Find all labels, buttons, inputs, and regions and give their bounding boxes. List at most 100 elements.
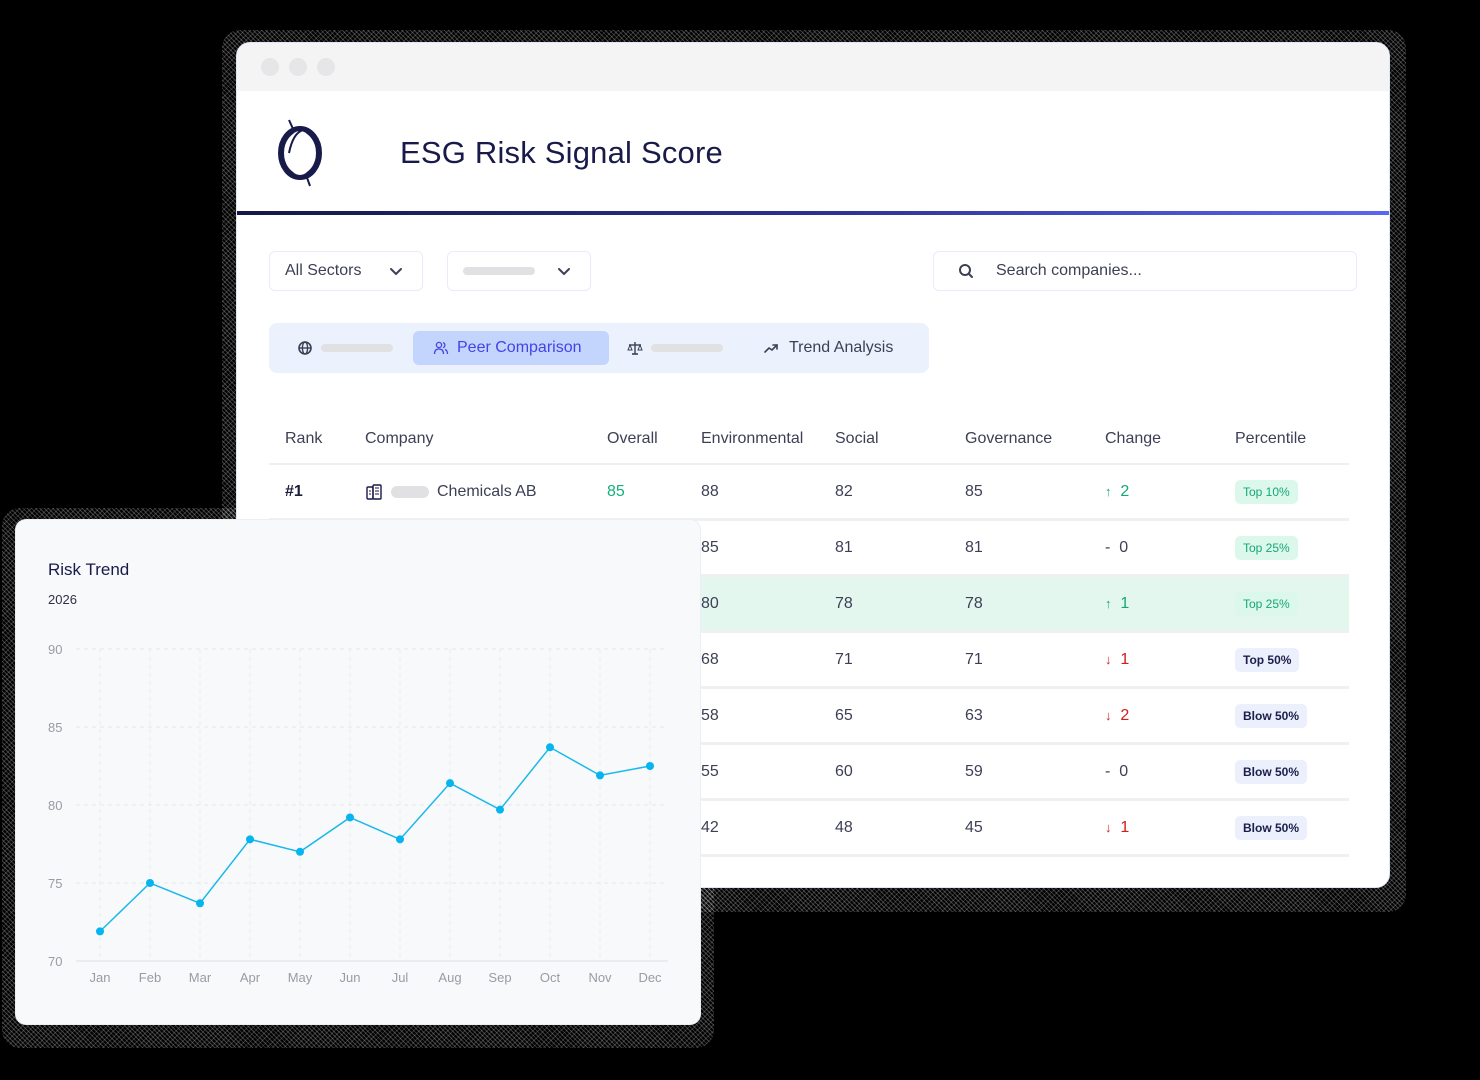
x-tick-label: Jan [90,970,111,985]
search-input[interactable] [996,262,1316,280]
percentile-badge: Top 50% [1235,647,1300,672]
column-header-company[interactable]: Company [365,430,434,447]
cell-overall: 85 [607,482,625,500]
cell-governance: 63 [965,706,983,724]
view-tabs: Peer Comparison Trend Analysis [269,323,929,373]
data-point[interactable] [196,899,204,908]
x-tick-label: Nov [588,970,612,985]
secondary-select[interactable] [447,251,591,291]
percentile-badge: Blow 50% [1235,815,1308,840]
table-row[interactable]: #1 Chemicals AB 85 88 82 85 ↑ 2 Top 10% [269,465,1349,521]
y-tick-label: 70 [48,954,62,969]
change-dash-icon: - [1105,538,1111,556]
window-minimize-dot[interactable] [289,58,307,76]
tab-balance[interactable] [627,331,727,365]
data-point[interactable] [296,847,304,856]
change-arrow-down-icon: ↓ [1105,819,1112,835]
chart-title: Risk Trend [48,560,130,579]
cell-percentile: Top 10% [1235,479,1298,504]
percentile-badge: Blow 50% [1235,759,1308,784]
data-point[interactable] [546,743,554,752]
change-arrow-down-icon: ↓ [1105,651,1112,667]
x-tick-label: Apr [240,970,261,985]
cell-company: Chemicals AB [365,483,537,501]
x-tick-label: Jun [340,970,361,985]
column-header-change[interactable]: Change [1105,430,1162,447]
change-arrow-down-icon: ↓ [1105,707,1112,723]
cell-social: 48 [835,818,853,836]
cell-rank: #1 [285,482,303,500]
tab-label: Peer Comparison [457,339,582,356]
y-tick-label: 75 [48,876,62,891]
cell-change: ↓ 1 [1105,651,1129,669]
data-point[interactable] [246,835,254,844]
table-row[interactable]: 42 48 45 ↓ 1 Blow 50% [269,801,1349,857]
data-point[interactable] [446,779,454,788]
change-value: 1 [1120,818,1130,836]
cell-social: 78 [835,594,853,612]
table-header-row: Rank Company Overall Environmental Socia… [269,415,1349,465]
chart-subtitle: 2026 [48,592,77,607]
x-tick-label: Dec [638,970,662,985]
cell-change: - 0 [1105,763,1128,781]
cell-change: ↑ 1 [1105,595,1129,613]
data-point[interactable] [496,805,504,814]
change-value: 2 [1120,482,1130,500]
column-header-environmental[interactable]: Environmental [701,430,804,447]
cell-governance: 59 [965,762,983,780]
column-header-rank[interactable]: Rank [285,430,323,447]
filter-bar: All Sectors [269,251,1357,291]
column-header-overall[interactable]: Overall [607,430,658,447]
cell-percentile: Top 25% [1235,535,1298,560]
window-maximize-dot[interactable] [317,58,335,76]
change-value: 1 [1120,650,1130,668]
cell-governance: 78 [965,594,983,612]
x-tick-label: Aug [438,970,461,985]
sector-select-value: All Sectors [285,262,362,279]
cell-environmental: 88 [701,482,719,500]
tab-overview[interactable] [297,331,397,365]
cell-change: ↑ 2 [1105,483,1129,501]
table-row[interactable]: 68 71 71 ↓ 1 Top 50% [269,633,1349,689]
table-row[interactable]: 55 60 59 - 0 Blow 50% [269,745,1349,801]
percentile-badge: Blow 50% [1235,703,1308,728]
x-tick-label: Oct [540,970,561,985]
percentile-badge: Top 10% [1235,479,1298,504]
tab-peer-comparison[interactable]: Peer Comparison [413,331,609,365]
x-tick-label: Feb [139,970,161,985]
data-point[interactable] [146,879,154,887]
cell-percentile: Top 50% [1235,647,1300,672]
data-point[interactable] [346,813,354,822]
data-point[interactable] [646,762,654,770]
data-point[interactable] [396,835,404,844]
cell-change: - 0 [1105,539,1128,557]
cell-social: 65 [835,706,853,724]
table-row[interactable]: 58 65 63 ↓ 2 Blow 50% [269,689,1349,745]
search-box[interactable] [933,251,1357,291]
x-tick-label: Sep [488,970,511,985]
percentile-badge: Top 25% [1235,591,1298,616]
change-arrow-up-icon: ↑ [1105,483,1112,499]
page-title: ESG Risk Signal Score [400,135,723,170]
cell-change: ↓ 2 [1105,707,1129,725]
column-header-social[interactable]: Social [835,430,879,447]
x-tick-label: Mar [189,970,212,985]
risk-trend-line [99,746,651,932]
cell-governance: 85 [965,482,983,500]
users-icon [433,341,449,355]
change-dash-icon: - [1105,762,1111,780]
window-close-dot[interactable] [261,58,279,76]
scale-icon [627,342,643,355]
header-divider [237,211,1389,215]
cell-environmental: 85 [701,538,719,556]
y-tick-label: 80 [48,798,62,813]
cell-environmental: 80 [701,594,719,612]
tab-trend-analysis[interactable]: Trend Analysis [763,331,913,365]
table-row[interactable]: 85 81 81 - 0 Top 25% [269,521,1349,577]
column-header-governance[interactable]: Governance [965,430,1053,447]
sector-select[interactable]: All Sectors [269,251,423,291]
data-point[interactable] [596,771,604,780]
company-name[interactable]: Chemicals AB [437,482,537,500]
column-header-percentile[interactable]: Percentile [1235,430,1307,447]
data-point[interactable] [96,927,104,936]
